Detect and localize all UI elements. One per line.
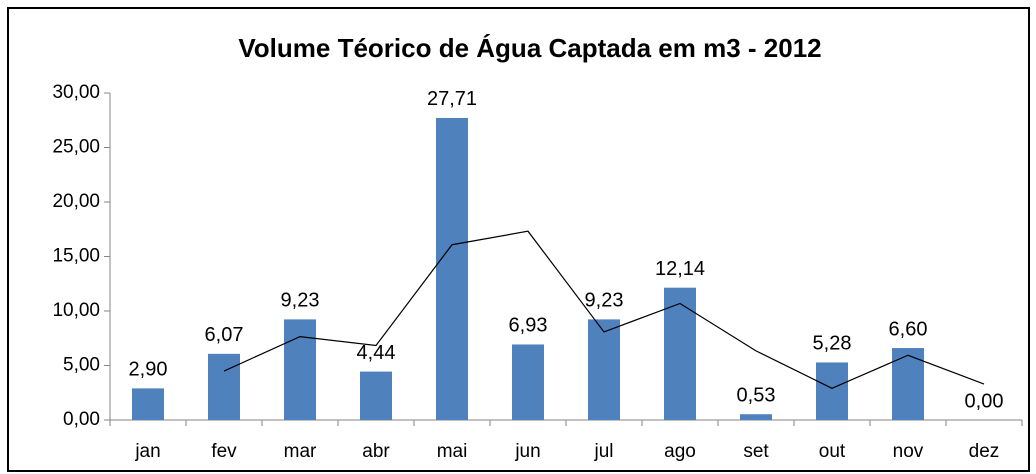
value-label: 4,44 xyxy=(357,342,396,364)
bar xyxy=(512,344,544,420)
bar xyxy=(436,117,468,420)
value-label: 9,23 xyxy=(585,290,624,312)
y-tick-label: 5,00 xyxy=(63,355,100,376)
value-label: 6,07 xyxy=(205,324,244,346)
y-tick-label: 0,00 xyxy=(63,409,100,430)
bar xyxy=(132,388,164,420)
value-label: 2,90 xyxy=(129,359,168,381)
chart-title: Volume Téorico de Água Captada em m3 - 2… xyxy=(238,33,821,63)
y-tick-label: 30,00 xyxy=(52,82,100,103)
bar xyxy=(740,414,772,420)
value-label: 6,93 xyxy=(509,315,548,337)
value-label: 12,14 xyxy=(655,258,705,280)
value-label: 6,60 xyxy=(889,318,928,340)
value-label: 27,71 xyxy=(427,88,477,110)
x-tick-label: nov xyxy=(893,441,924,462)
x-tick-label: dez xyxy=(969,441,1000,462)
x-tick-label: abr xyxy=(362,441,390,462)
value-label: 0,53 xyxy=(737,385,776,407)
x-tick-label: mai xyxy=(437,441,468,462)
x-tick-label: ago xyxy=(664,441,696,462)
y-tick-label: 25,00 xyxy=(52,137,100,158)
bar xyxy=(208,353,240,420)
bar xyxy=(892,348,924,420)
x-tick-label: jan xyxy=(134,441,160,462)
trend-line xyxy=(223,230,985,389)
y-tick-label: 20,00 xyxy=(52,191,100,212)
x-tick-label: mar xyxy=(284,441,317,462)
value-label: 9,23 xyxy=(281,290,320,312)
value-label: 0,00 xyxy=(965,390,1004,412)
x-tick-label: jun xyxy=(514,441,540,462)
x-tick-label: set xyxy=(743,441,769,462)
bar xyxy=(360,371,392,420)
bar xyxy=(588,319,620,420)
y-tick-label: 15,00 xyxy=(52,246,100,267)
bar xyxy=(816,362,848,420)
y-tick-label: 10,00 xyxy=(52,300,100,321)
value-label: 5,28 xyxy=(813,333,852,355)
x-tick-label: jul xyxy=(593,441,613,462)
x-tick-label: out xyxy=(819,441,846,462)
x-tick-label: fev xyxy=(211,441,237,462)
bar xyxy=(284,319,316,420)
